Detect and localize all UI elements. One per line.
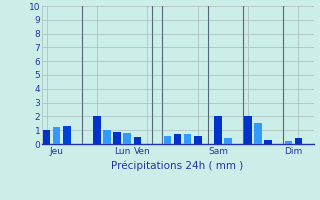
Bar (184, 134, 191, 144)
Bar (194, 136, 202, 144)
Bar (53, 127, 60, 144)
Bar (164, 136, 171, 144)
Bar (284, 141, 292, 144)
X-axis label: Précipitations 24h ( mm ): Précipitations 24h ( mm ) (111, 161, 244, 171)
Text: Sam: Sam (208, 147, 228, 156)
Text: Lun: Lun (114, 147, 130, 156)
Bar (103, 130, 111, 144)
Bar (214, 116, 222, 144)
Bar (124, 133, 131, 144)
Bar (254, 123, 262, 144)
Bar (244, 116, 252, 144)
Text: Dim: Dim (284, 147, 303, 156)
Bar (63, 126, 71, 144)
Bar (174, 134, 181, 144)
Bar (224, 138, 232, 144)
Bar (113, 132, 121, 144)
Bar (295, 138, 302, 144)
Text: Jeu: Jeu (50, 147, 64, 156)
Bar (265, 140, 272, 144)
Bar (43, 130, 51, 144)
Text: Ven: Ven (134, 147, 151, 156)
Bar (133, 137, 141, 144)
Bar (93, 116, 101, 144)
